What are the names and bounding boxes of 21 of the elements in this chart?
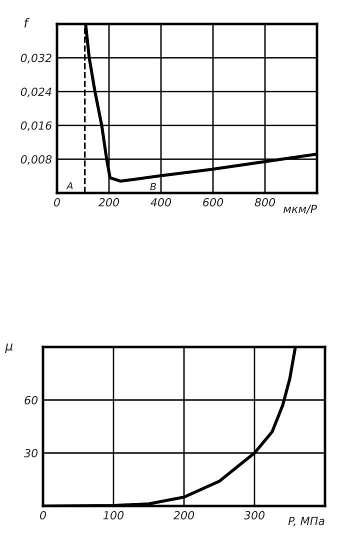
y-tick-label: 0,032 <box>20 54 52 64</box>
annotation: A <box>66 182 73 190</box>
y-axis-title: μ <box>5 344 13 354</box>
x-tick-label: 200 <box>173 511 194 520</box>
y-tick-label: 0,016 <box>20 121 52 131</box>
x-tick-label: 600 <box>203 198 224 206</box>
y-tick-label: 30 <box>24 448 38 458</box>
x-tick-label: 200 <box>98 198 120 206</box>
x-tick-label: 300 <box>244 511 265 520</box>
x-tick-label: 0 <box>54 198 60 206</box>
x-tick-label: 0 <box>40 511 46 520</box>
x-tick-label: 100 <box>103 511 124 520</box>
x-axis-title: мкм/P <box>284 204 317 214</box>
annotation: B <box>150 183 156 190</box>
x-axis-title: P, МПа <box>288 516 324 526</box>
y-tick-label: 60 <box>24 396 38 404</box>
y-axis-title: f <box>24 18 30 28</box>
x-tick-label: 800 <box>254 198 276 206</box>
x-tick-label: 400 <box>150 198 172 206</box>
y-tick-label: 0,008 <box>20 155 52 165</box>
y-tick-label: 0,024 <box>20 88 52 98</box>
